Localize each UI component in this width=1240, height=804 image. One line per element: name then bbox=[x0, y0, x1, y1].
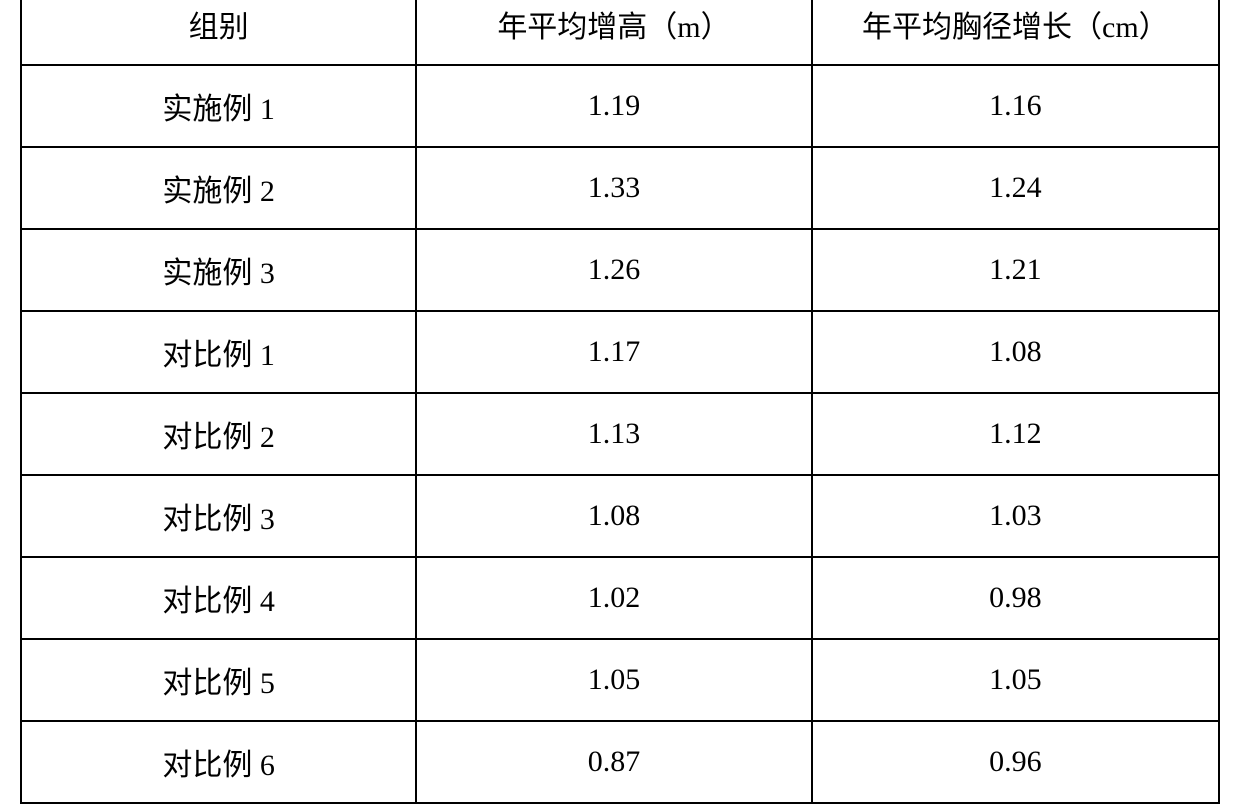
table-row: 对比例 6 0.87 0.96 bbox=[21, 721, 1219, 803]
cell-height: 1.26 bbox=[416, 229, 811, 311]
table-row: 实施例 3 1.26 1.21 bbox=[21, 229, 1219, 311]
cell-diameter: 1.12 bbox=[812, 393, 1219, 475]
cell-group: 对比例 1 bbox=[21, 311, 416, 393]
cell-height: 1.08 bbox=[416, 475, 811, 557]
table-row: 对比例 3 1.08 1.03 bbox=[21, 475, 1219, 557]
cell-diameter: 0.96 bbox=[812, 721, 1219, 803]
cell-group: 对比例 3 bbox=[21, 475, 416, 557]
cell-diameter: 1.05 bbox=[812, 639, 1219, 721]
table-row: 实施例 2 1.33 1.24 bbox=[21, 147, 1219, 229]
cell-diameter: 1.03 bbox=[812, 475, 1219, 557]
column-header-diameter: 年平均胸径增长（cm） bbox=[812, 0, 1219, 65]
cell-height: 1.17 bbox=[416, 311, 811, 393]
column-header-group: 组别 bbox=[21, 0, 416, 65]
table-header: 组别 年平均增高（m） 年平均胸径增长（cm） bbox=[21, 0, 1219, 65]
cell-group: 实施例 3 bbox=[21, 229, 416, 311]
cell-diameter: 1.24 bbox=[812, 147, 1219, 229]
cell-height: 1.19 bbox=[416, 65, 811, 147]
column-header-height: 年平均增高（m） bbox=[416, 0, 811, 65]
cell-diameter: 1.08 bbox=[812, 311, 1219, 393]
cell-height: 0.87 bbox=[416, 721, 811, 803]
table-row: 实施例 1 1.19 1.16 bbox=[21, 65, 1219, 147]
table-row: 对比例 5 1.05 1.05 bbox=[21, 639, 1219, 721]
cell-height: 1.13 bbox=[416, 393, 811, 475]
cell-diameter: 1.21 bbox=[812, 229, 1219, 311]
cell-group: 实施例 1 bbox=[21, 65, 416, 147]
cell-group: 对比例 5 bbox=[21, 639, 416, 721]
cell-diameter: 0.98 bbox=[812, 557, 1219, 639]
cell-group: 实施例 2 bbox=[21, 147, 416, 229]
table-row: 对比例 2 1.13 1.12 bbox=[21, 393, 1219, 475]
table-header-row: 组别 年平均增高（m） 年平均胸径增长（cm） bbox=[21, 0, 1219, 65]
table-row: 对比例 4 1.02 0.98 bbox=[21, 557, 1219, 639]
data-table: 组别 年平均增高（m） 年平均胸径增长（cm） 实施例 1 1.19 1.16 … bbox=[20, 0, 1220, 804]
table-row: 对比例 1 1.17 1.08 bbox=[21, 311, 1219, 393]
cell-height: 1.02 bbox=[416, 557, 811, 639]
data-table-container: 组别 年平均增高（m） 年平均胸径增长（cm） 实施例 1 1.19 1.16 … bbox=[20, 0, 1220, 804]
cell-group: 对比例 2 bbox=[21, 393, 416, 475]
cell-height: 1.33 bbox=[416, 147, 811, 229]
table-body: 实施例 1 1.19 1.16 实施例 2 1.33 1.24 实施例 3 1.… bbox=[21, 65, 1219, 803]
cell-height: 1.05 bbox=[416, 639, 811, 721]
cell-group: 对比例 6 bbox=[21, 721, 416, 803]
cell-group: 对比例 4 bbox=[21, 557, 416, 639]
cell-diameter: 1.16 bbox=[812, 65, 1219, 147]
